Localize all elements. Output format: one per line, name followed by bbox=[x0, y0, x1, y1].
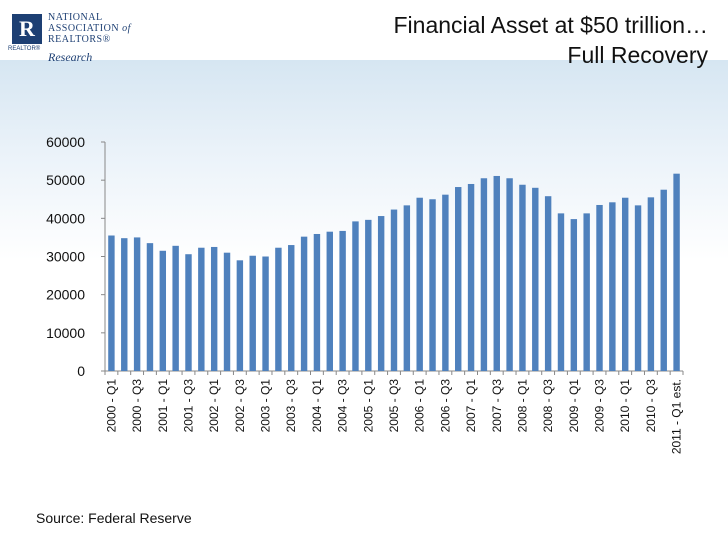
bar-2007-q4 bbox=[506, 178, 513, 371]
x-tick-label: 2006 - Q3 bbox=[438, 379, 452, 433]
bar-2005-q1 bbox=[365, 219, 372, 371]
bar-2003-q2 bbox=[275, 247, 282, 371]
x-tick-label: 2009 - Q1 bbox=[567, 379, 581, 433]
x-tick-label: 2002 - Q3 bbox=[233, 379, 247, 433]
bar-2008-q4 bbox=[557, 213, 565, 371]
x-tick-label: 2000 - Q1 bbox=[104, 379, 118, 433]
bar-2010-q1 bbox=[621, 197, 629, 371]
bar-2010-q2 bbox=[634, 205, 642, 371]
x-tick-label: 2011 - Q1 est. bbox=[670, 379, 684, 454]
bar-2004-q2 bbox=[326, 231, 333, 371]
x-tick-label: 2000 - Q3 bbox=[130, 379, 144, 433]
source-note: Source: Federal Reserve bbox=[36, 510, 192, 526]
logo-line-national: NATIONAL bbox=[48, 12, 103, 23]
bar-2003-q4 bbox=[300, 236, 308, 371]
bar-2005-q2 bbox=[377, 216, 385, 371]
bar-2006-q2 bbox=[429, 199, 436, 371]
y-tick-label: 40000 bbox=[46, 210, 85, 226]
bar-2001-q1 bbox=[159, 250, 167, 371]
bar-2002-q1 bbox=[210, 246, 218, 371]
bar-2001-q4 bbox=[198, 247, 205, 371]
x-tick-label: 2008 - Q1 bbox=[515, 379, 529, 433]
y-tick-label: 0 bbox=[77, 363, 85, 379]
bar-2009-q2 bbox=[583, 213, 590, 371]
bar-2010-q4 bbox=[660, 189, 667, 371]
x-tick-label: 2005 - Q3 bbox=[387, 379, 401, 433]
x-tick-label: 2004 - Q3 bbox=[336, 379, 350, 433]
x-tick-label: 2009 - Q3 bbox=[593, 379, 607, 433]
x-tick-label: 2006 - Q1 bbox=[413, 379, 427, 433]
bar-2002-q4 bbox=[249, 255, 256, 371]
bar-2000-q1 bbox=[108, 235, 115, 371]
logo-wordmark: NATIONAL ASSOCIATION of REALTORS® bbox=[48, 12, 131, 45]
bar-2004-q4 bbox=[352, 221, 359, 371]
slide-title: Financial Asset at $50 trillion… Full Re… bbox=[248, 10, 709, 70]
slide-title-line-1: Financial Asset at $50 trillion… bbox=[393, 12, 709, 38]
x-tick-label: 2001 - Q1 bbox=[156, 379, 170, 433]
bar-2007-q2 bbox=[480, 178, 488, 371]
bar-2009-q3 bbox=[596, 204, 603, 371]
bar-2008-q3 bbox=[544, 196, 552, 371]
bar-2005-q3 bbox=[390, 209, 398, 371]
bar-2009-q4 bbox=[609, 202, 616, 371]
background-band bbox=[0, 60, 728, 260]
bar-2010-q3 bbox=[647, 197, 655, 371]
x-tick-label: 2005 - Q1 bbox=[361, 379, 375, 433]
x-tick-label: 2003 - Q1 bbox=[259, 379, 273, 433]
bar-2005-q4 bbox=[403, 205, 411, 371]
x-tick-label: 2002 - Q1 bbox=[207, 379, 221, 433]
bar-2004-q1 bbox=[313, 233, 321, 371]
y-tick-label: 30000 bbox=[46, 249, 85, 265]
logo-research: Research bbox=[48, 50, 93, 64]
bar-2008-q1 bbox=[519, 184, 526, 371]
bar-2009-q1 bbox=[570, 219, 578, 371]
bar-2011-q1-est- bbox=[673, 173, 680, 371]
realtor-r-icon: R bbox=[12, 14, 42, 44]
x-tick-label: 2003 - Q3 bbox=[284, 379, 298, 433]
bar-2004-q3 bbox=[339, 230, 346, 371]
bar-2000-q3 bbox=[133, 237, 141, 371]
x-tick-label: 2010 - Q1 bbox=[618, 379, 632, 433]
logo-of-text: of bbox=[122, 23, 131, 34]
y-tick-label: 20000 bbox=[46, 287, 85, 303]
bar-2003-q1 bbox=[262, 256, 269, 371]
x-tick-label: 2008 - Q3 bbox=[541, 379, 555, 433]
logo-line-association: ASSOCIATION of bbox=[48, 23, 131, 34]
bar-2001-q3 bbox=[185, 254, 192, 371]
x-tick-label: 2004 - Q1 bbox=[310, 379, 324, 433]
x-tick-label: 2007 - Q1 bbox=[464, 379, 478, 433]
bar-2002-q2 bbox=[223, 252, 231, 371]
y-tick-label: 10000 bbox=[46, 325, 85, 341]
bar-2008-q2 bbox=[532, 187, 539, 371]
bar-2000-q4 bbox=[146, 243, 154, 371]
nar-research-logo: R REALTOR® NATIONAL ASSOCIATION of REALT… bbox=[8, 8, 178, 68]
logo-line-realtors: REALTORS® bbox=[48, 34, 111, 45]
bar-2007-q3 bbox=[493, 175, 500, 371]
y-tick-label: 60000 bbox=[46, 134, 85, 150]
bar-2006-q3 bbox=[442, 194, 449, 371]
bar-2006-q1 bbox=[416, 197, 423, 371]
x-tick-label: 2010 - Q3 bbox=[644, 379, 658, 433]
y-tick-label: 50000 bbox=[46, 172, 85, 188]
logo-association-text: ASSOCIATION bbox=[48, 23, 120, 34]
bar-2003-q3 bbox=[288, 245, 295, 371]
logo-realtor-mark: REALTOR® bbox=[8, 46, 41, 52]
bar-2000-q2 bbox=[121, 238, 128, 371]
x-tick-label: 2007 - Q3 bbox=[490, 379, 504, 433]
slide-title-line-2: Full Recovery bbox=[567, 42, 708, 68]
bar-2001-q2 bbox=[172, 245, 179, 371]
bar-2006-q4 bbox=[455, 187, 462, 371]
bar-2007-q1 bbox=[467, 183, 475, 371]
x-tick-label: 2001 - Q3 bbox=[181, 379, 195, 433]
bar-2002-q3 bbox=[236, 260, 244, 371]
